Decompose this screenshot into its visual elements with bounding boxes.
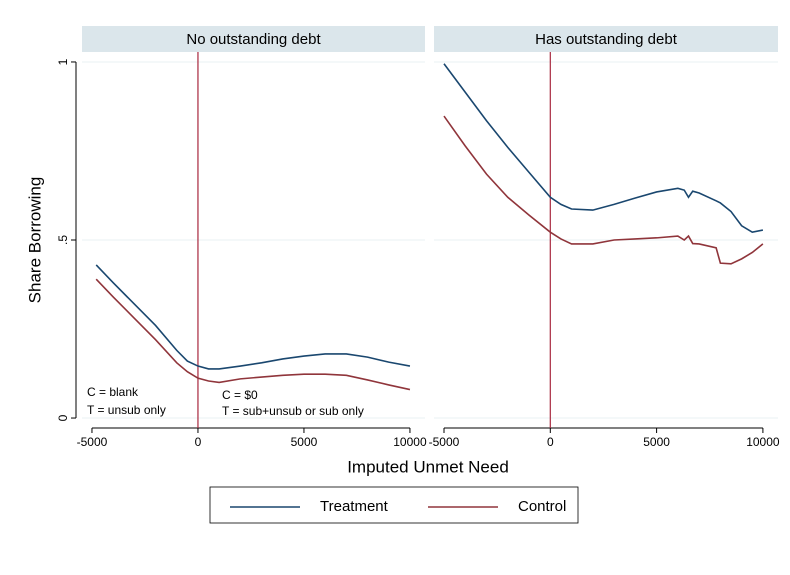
line-series — [443, 63, 764, 234]
x-tick-label: -5000 — [77, 435, 108, 449]
x-tick-label: 10000 — [746, 435, 780, 449]
legend-label: Control — [518, 498, 566, 515]
x-axis-title: Imputed Unmet Need — [347, 457, 509, 476]
x-tick-label: 5000 — [291, 435, 318, 449]
annotation: C = $0 — [222, 388, 258, 402]
legend-label: Treatment — [320, 498, 389, 515]
y-tick-label: 0 — [56, 414, 70, 421]
y-tick-label: 1 — [56, 58, 70, 65]
y-axis-title: Share Borrowing — [25, 177, 44, 304]
legend-box — [209, 486, 579, 524]
y-tick-label: .5 — [56, 235, 70, 245]
strip — [82, 26, 425, 52]
x-tick-label: 0 — [195, 435, 202, 449]
annotation: C = blank — [87, 385, 139, 399]
annotation: T = sub+unsub or sub only — [222, 404, 364, 418]
x-tick-label: 0 — [547, 435, 554, 449]
x-tick-label: 5000 — [643, 435, 670, 449]
panel-title: Has outstanding debt — [535, 31, 678, 48]
x-tick-label: -5000 — [429, 435, 460, 449]
line-series — [95, 278, 411, 391]
x-tick-label: 10000 — [393, 435, 427, 449]
line-series — [95, 264, 411, 370]
panel-title: No outstanding debt — [186, 31, 321, 48]
line-series — [443, 115, 764, 265]
strip — [434, 26, 778, 52]
annotation: T = unsub only — [87, 403, 166, 417]
